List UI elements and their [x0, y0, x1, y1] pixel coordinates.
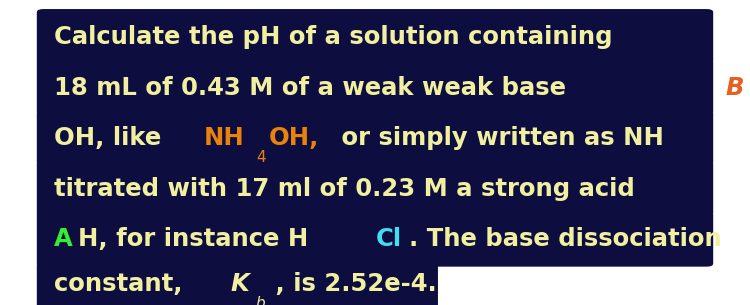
Text: or simply written as NH: or simply written as NH	[333, 126, 664, 150]
Text: , is 2.52e-4.: , is 2.52e-4.	[268, 272, 437, 296]
Text: A: A	[54, 228, 73, 251]
Text: constant,: constant,	[54, 272, 191, 296]
Text: Calculate the pH of a solution containing: Calculate the pH of a solution containin…	[54, 25, 613, 49]
Text: OH, like: OH, like	[54, 126, 170, 150]
Text: K: K	[231, 272, 250, 296]
Text: B: B	[725, 76, 744, 99]
Text: 18 mL of 0.43 M of a weak weak base: 18 mL of 0.43 M of a weak weak base	[54, 76, 574, 99]
FancyBboxPatch shape	[38, 212, 712, 266]
FancyBboxPatch shape	[38, 162, 712, 215]
FancyBboxPatch shape	[38, 111, 712, 165]
Text: 4: 4	[256, 150, 266, 165]
FancyBboxPatch shape	[38, 10, 712, 63]
Text: b: b	[255, 296, 265, 305]
Text: . The base dissociation: . The base dissociation	[409, 228, 722, 251]
Text: H, for instance H: H, for instance H	[78, 228, 308, 251]
Text: titrated with 17 ml of 0.23 M a strong acid: titrated with 17 ml of 0.23 M a strong a…	[54, 177, 634, 201]
FancyBboxPatch shape	[38, 60, 712, 114]
Text: Cl: Cl	[375, 228, 401, 251]
Text: OH,: OH,	[268, 126, 319, 150]
FancyBboxPatch shape	[38, 263, 437, 305]
Text: NH: NH	[203, 126, 244, 150]
